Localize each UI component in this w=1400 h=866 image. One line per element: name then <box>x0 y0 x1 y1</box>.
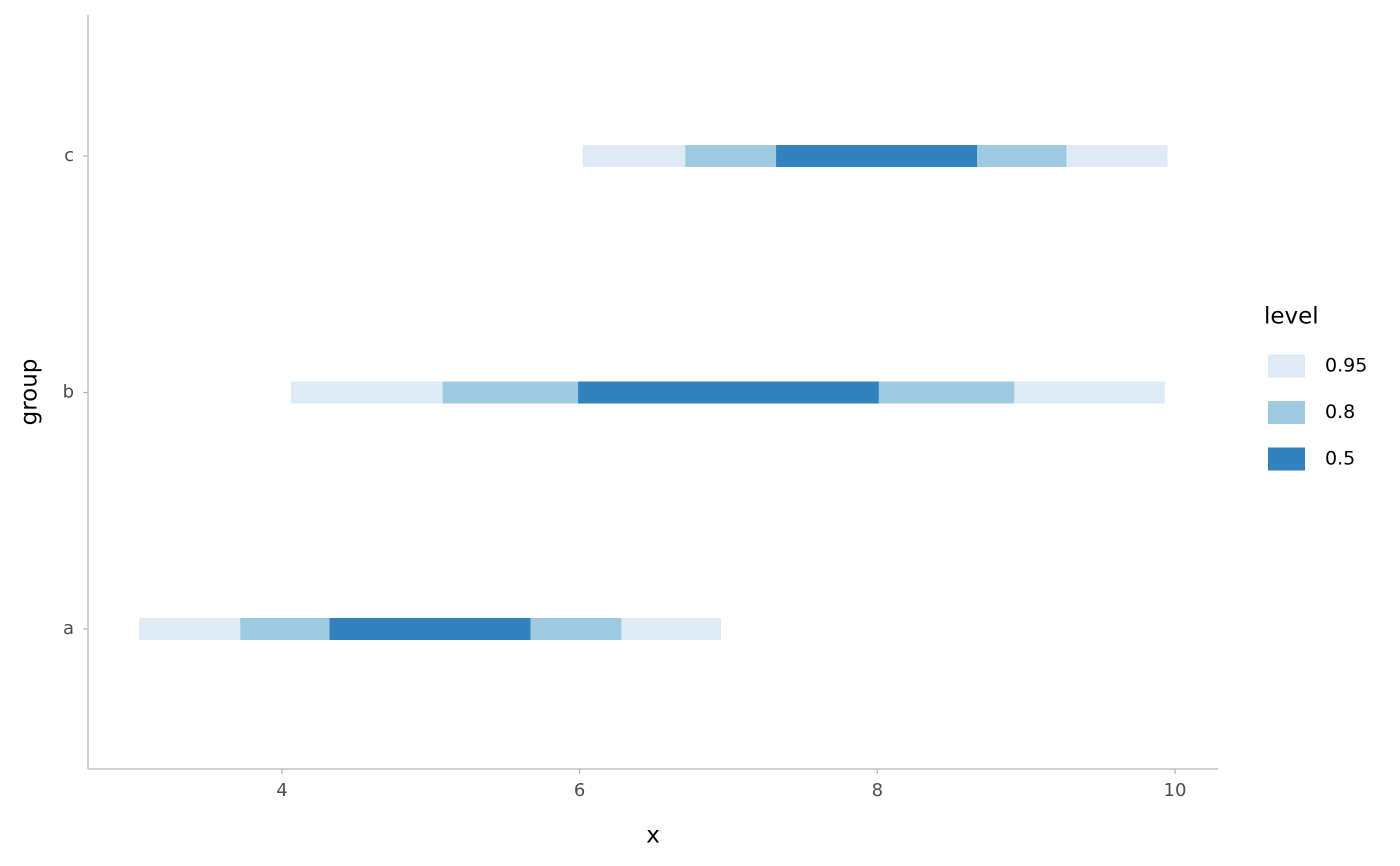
interval <box>578 381 879 404</box>
x-tick-label: 8 <box>872 780 883 801</box>
x-tick-label: 10 <box>1164 780 1187 801</box>
legend-key <box>1268 401 1305 424</box>
legend-label: 0.95 <box>1325 355 1367 377</box>
legend-key <box>1268 354 1305 378</box>
x-tick-label: 4 <box>276 780 287 801</box>
x-axis-title: x <box>646 823 660 849</box>
interval <box>329 618 531 640</box>
y-tick-label: b <box>63 382 74 403</box>
y-axis-title: group <box>17 359 43 426</box>
legend-key <box>1268 447 1305 471</box>
legend-label: 0.8 <box>1325 401 1355 423</box>
x-tick-label: 6 <box>574 780 585 801</box>
interval <box>776 145 978 167</box>
legend-label: 0.5 <box>1325 448 1355 470</box>
y-tick-label: c <box>64 145 74 166</box>
legend-title: level <box>1264 304 1319 330</box>
y-tick-label: a <box>63 618 74 639</box>
